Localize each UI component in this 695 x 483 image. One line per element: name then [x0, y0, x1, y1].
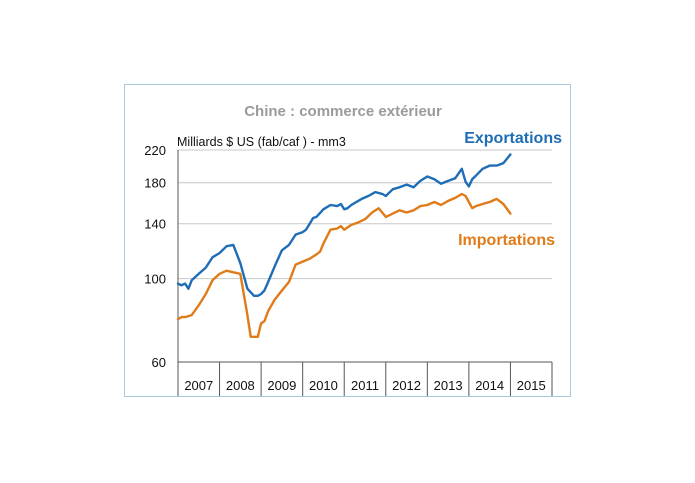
y-axis-label: Milliards $ US (fab/caf ) - mm3: [177, 135, 346, 149]
x-tick-label: 2010: [309, 378, 338, 393]
axes: 60 100 140 180 220 2007 2008 2009 2010 2011 2012 20…: [144, 143, 553, 396]
series-line-exportations: [176, 153, 512, 298]
line-chart: Chine : commerce extérieur Milliards $ U…: [144, 103, 562, 396]
y-tick-label: 140: [144, 217, 166, 232]
series-line-importations: [176, 192, 512, 339]
gridlines: [178, 149, 552, 280]
chart-title: Chine : commerce extérieur: [244, 103, 442, 120]
y-tick-label: 100: [144, 272, 166, 287]
y-tick-label: 220: [144, 143, 166, 158]
x-tick-label: 2011: [351, 378, 379, 393]
series-label-importations: Importations: [458, 232, 555, 249]
series-labels: Exportations Importations: [458, 130, 562, 249]
chart-frame: Chine : commerce extérieur Milliards $ U…: [124, 84, 571, 397]
series-lines: [176, 153, 512, 339]
x-tick-label: 2014: [475, 378, 504, 393]
y-tick-label: 180: [144, 176, 166, 191]
x-tick-label: 2009: [267, 378, 296, 393]
y-tick-label: 60: [152, 355, 166, 370]
x-tick-label: 2013: [434, 378, 463, 393]
series-label-exportations: Exportations: [464, 130, 562, 147]
x-tick-label: 2008: [226, 378, 255, 393]
x-tick-label: 2007: [184, 378, 213, 393]
x-tick-label: 2015: [517, 378, 546, 393]
x-tick-label: 2012: [392, 378, 421, 393]
